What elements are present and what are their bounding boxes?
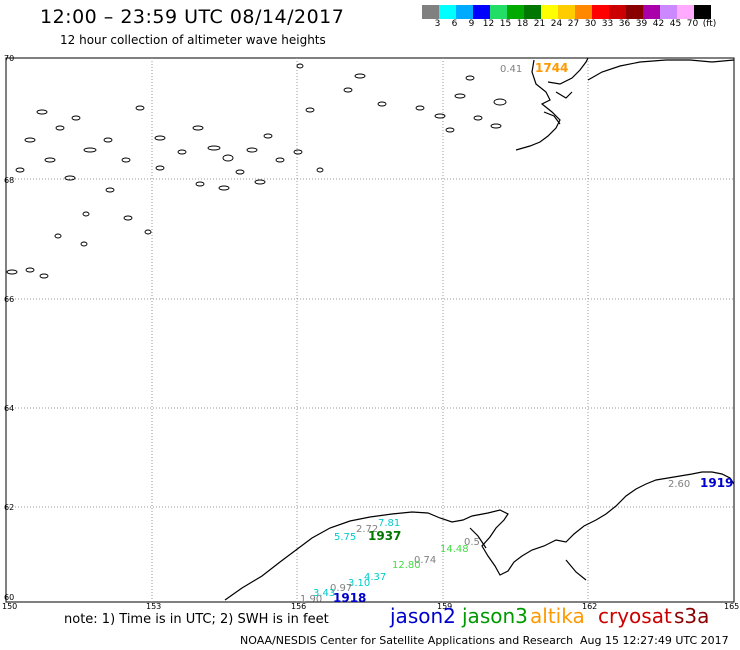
lat-label: 70 — [4, 54, 14, 63]
lon-label: 159 — [437, 602, 452, 610]
wave-height-value: 3.43 — [313, 588, 335, 599]
pass-time: 1918 — [333, 591, 366, 605]
color-scale-label: 24 — [550, 19, 563, 29]
lat-label: 68 — [4, 176, 14, 185]
lon-label: 156 — [291, 602, 306, 610]
color-scale: 3 6 9 12 15 18 21 24 27 30 33 36 39 42 45 70 (ft) — [422, 5, 718, 29]
color-swatch — [541, 5, 558, 19]
lon-label: 153 — [146, 602, 161, 610]
legend-altika: altika — [530, 604, 585, 628]
footer-timestamp: Aug 15 12:27:49 UTC 2017 — [580, 634, 729, 647]
color-swatch — [626, 5, 643, 19]
wave-height-map: 70 68 66 64 62 60 150 153 156 159 162 16… — [2, 54, 739, 610]
color-scale-label: 33 — [601, 19, 614, 29]
pass-times: 1744 1919 1937 1918 — [333, 61, 733, 605]
map-subtitle: 12 hour collection of altimeter wave hei… — [60, 33, 326, 47]
pass-time: 1919 — [700, 476, 733, 490]
latitude-labels: 70 68 66 64 62 60 — [4, 54, 14, 602]
color-scale-label: 45 — [669, 19, 682, 29]
legend-jason3: jason3 — [462, 604, 528, 628]
note-text: note: 1) Time is in UTC; 2) SWH is in fe… — [64, 612, 329, 627]
wave-height-values: 0.41 2.60 2.72 7.81 5.75 0.5 0.74 14.48 … — [300, 64, 690, 605]
pass-time: 1744 — [535, 61, 568, 75]
lon-label: 165 — [724, 602, 739, 610]
coastline — [224, 57, 735, 601]
color-scale-label: (ft) — [702, 19, 717, 29]
wave-height-value: 0.5 — [464, 537, 480, 548]
wave-height-value: 14.48 — [440, 544, 469, 555]
color-scale-label: 42 — [652, 19, 665, 29]
color-swatch — [609, 5, 626, 19]
color-swatch — [490, 5, 507, 19]
color-swatch — [422, 5, 439, 19]
color-swatch — [575, 5, 592, 19]
legend-s3a: s3a — [674, 604, 710, 628]
legend-cryosat: cryosat — [598, 604, 672, 628]
map-title: 12:00 – 23:59 UTC 08/14/2017 — [40, 6, 345, 28]
color-scale-label: 9 — [468, 19, 475, 29]
lat-label: 64 — [4, 404, 14, 413]
color-swatch — [439, 5, 456, 19]
color-scale-label: 12 — [482, 19, 495, 29]
color-scale-label: 27 — [567, 19, 580, 29]
wave-height-value: 0.74 — [414, 555, 436, 566]
legend-jason2: jason2 — [390, 604, 456, 628]
color-swatch — [473, 5, 490, 19]
color-swatch — [558, 5, 575, 19]
color-swatch — [694, 5, 711, 19]
wave-height-value: 7.81 — [378, 518, 400, 529]
color-scale-label: 30 — [584, 19, 597, 29]
ice-fragments — [6, 63, 507, 279]
color-swatch — [456, 5, 473, 19]
map-grid — [6, 58, 734, 602]
wave-height-value: 0.41 — [500, 64, 522, 75]
wave-height-value: 2.72 — [356, 524, 378, 535]
color-scale-label: 70 — [686, 19, 699, 29]
color-scale-label: 6 — [451, 19, 458, 29]
color-swatch — [660, 5, 677, 19]
color-swatch — [643, 5, 660, 19]
lat-label: 62 — [4, 503, 14, 512]
pass-time: 1937 — [368, 529, 401, 543]
lon-label: 150 — [2, 602, 17, 610]
longitude-labels: 150 153 156 159 162 165 — [2, 602, 739, 610]
wave-height-value: 0.97 — [330, 583, 352, 594]
wave-height-value: 1.90 — [300, 594, 322, 605]
color-swatch — [507, 5, 524, 19]
lat-label: 66 — [4, 295, 14, 304]
color-scale-label: 3 — [434, 19, 441, 29]
wave-height-value: 12.80 — [392, 560, 421, 571]
color-scale-swatches — [422, 5, 718, 19]
wave-height-value: 4.37 — [364, 572, 386, 583]
color-scale-label: 39 — [635, 19, 648, 29]
wave-height-value: 5.75 — [334, 532, 356, 543]
footer-credit: NOAA/NESDIS Center for Satellite Applica… — [240, 634, 574, 647]
color-swatch — [524, 5, 541, 19]
wave-height-value: 2.60 — [668, 479, 690, 490]
color-scale-labels: 3 6 9 12 15 18 21 24 27 30 33 36 39 42 45 70 (ft) — [429, 19, 718, 29]
color-swatch — [592, 5, 609, 19]
color-scale-label: 36 — [618, 19, 631, 29]
lat-label: 60 — [4, 593, 14, 602]
color-scale-label: 15 — [499, 19, 512, 29]
lon-label: 162 — [582, 602, 597, 610]
map-frame — [5, 57, 735, 603]
color-scale-label: 21 — [533, 19, 546, 29]
wave-height-value: 3.10 — [348, 578, 370, 589]
color-scale-label: 18 — [516, 19, 529, 29]
color-swatch — [677, 5, 694, 19]
